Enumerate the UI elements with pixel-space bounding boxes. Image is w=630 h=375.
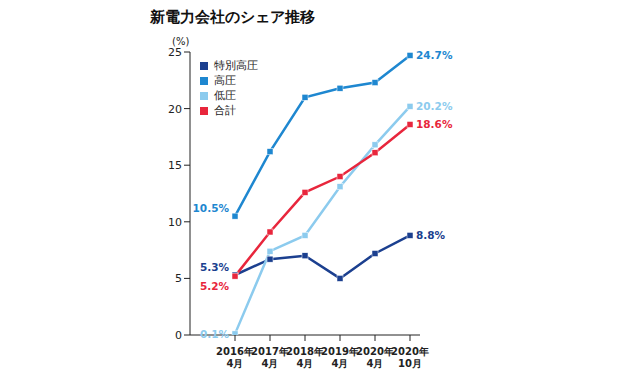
svg-text:2020年10月: 2020年10月 <box>391 346 429 369</box>
svg-text:18.6%: 18.6% <box>416 118 453 130</box>
svg-text:20: 20 <box>168 103 182 116</box>
svg-text:2019年4月: 2019年4月 <box>321 346 359 369</box>
html-text:特別高圧: 特別高圧 <box>214 58 258 71</box>
svg-text:0: 0 <box>175 329 182 342</box>
svg-text:10.5%: 10.5% <box>193 202 230 214</box>
svg-text:20.2%: 20.2% <box>416 100 453 112</box>
svg-text:2017年4月: 2017年4月 <box>251 346 289 369</box>
svg-text:2020年4月: 2020年4月 <box>356 346 394 369</box>
html-text:合計: 合計 <box>214 103 236 116</box>
svg-text:0.1%: 0.1% <box>200 328 230 340</box>
svg-text:2018年4月: 2018年4月 <box>286 346 324 369</box>
svg-text:10: 10 <box>168 216 182 229</box>
svg-text:5.2%: 5.2% <box>200 280 230 292</box>
svg-text:5.3%: 5.3% <box>200 261 230 273</box>
html-text:高圧: 高圧 <box>214 73 236 86</box>
html-text:新電力会社のシェア推移: 新電力会社のシェア推移 <box>150 8 315 26</box>
svg-text:2016年4月: 2016年4月 <box>216 346 254 369</box>
html-text:低圧: 低圧 <box>214 88 236 101</box>
svg-text:8.8%: 8.8% <box>416 229 446 241</box>
svg-text:5: 5 <box>175 272 182 285</box>
svg-text:25: 25 <box>168 46 182 59</box>
svg-text:15: 15 <box>168 159 182 172</box>
svg-text:24.7%: 24.7% <box>416 49 453 61</box>
